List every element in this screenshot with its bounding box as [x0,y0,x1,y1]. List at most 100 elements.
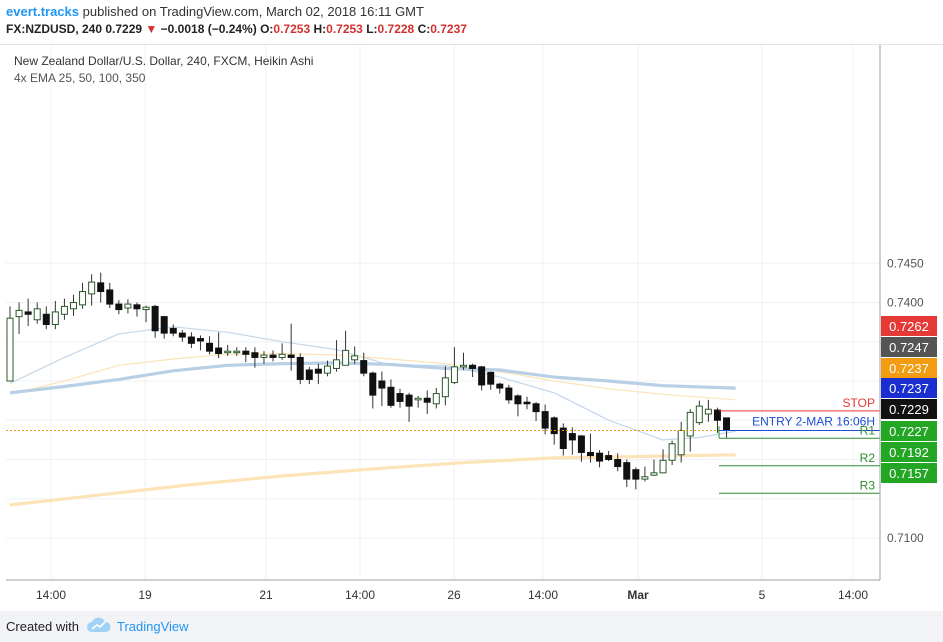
candle [541,404,549,435]
price-line-label-stop: STOP [843,396,875,410]
candle [206,336,214,355]
candle-body [405,394,413,407]
open-value: 0.7253 [273,22,311,36]
candle-body [614,459,622,468]
low-label: L: [366,22,378,36]
candle-body [196,338,204,342]
time-tick-label: 14:00 [345,588,375,602]
candle [623,459,631,487]
candle-body [586,451,594,457]
candle-body [704,408,712,415]
candle-body [441,377,449,398]
candle [178,329,186,342]
candle [124,299,132,314]
candle-body [233,350,241,354]
candle-body [79,291,87,306]
candle-body [596,452,604,462]
candle [713,407,721,433]
time-tick-label: 21 [259,588,273,602]
candle-body [269,354,277,358]
candle [659,449,667,474]
candle-body [550,417,558,435]
candle [614,453,622,472]
candle-body [51,311,59,325]
candle [6,306,14,382]
candle-body [215,347,223,355]
chart-header: evert.tracks published on TradingView.co… [0,0,943,45]
candle-body [314,368,322,374]
candle [432,388,440,409]
candle [496,382,504,394]
author-link[interactable]: evert.tracks [6,4,79,19]
candle-body [659,459,667,474]
candle [650,459,658,476]
grid [6,45,880,580]
candle [314,363,322,385]
candle [423,390,431,414]
candle-body [260,354,268,358]
price-tick-label: 0.7400 [887,296,924,310]
candle [97,272,105,303]
high-label: H: [313,22,327,36]
candle [133,302,141,317]
candle-body [169,327,177,334]
candle-body [278,353,286,358]
candle-body [6,317,14,382]
tradingview-cloud-icon [87,617,111,632]
candle [15,302,23,334]
candle-body [369,372,377,396]
candle [514,394,522,417]
time-tick-label: 26 [447,588,461,602]
r2-price-tag-bg [881,442,937,462]
price-line-label-r1: R1 [860,423,876,437]
candle [60,298,68,320]
candle-body [695,405,703,424]
candle [360,352,368,377]
time-tick-label: 19 [138,588,152,602]
candle [323,360,331,377]
entry-price-tag: 0.7237 [889,381,929,396]
price-tick-label: 0.7450 [887,256,924,270]
candle [169,324,177,337]
price-tags: 0.7262 0.7247 0.7237 0.7237 0.7229 0.7227 0.71… [881,316,937,483]
candle [224,344,232,356]
candle [187,332,195,349]
close-label: C: [417,22,431,36]
candle [532,402,540,422]
candle-body [505,387,513,401]
candle-body [124,303,132,309]
candle-body [360,360,368,374]
candle [378,371,386,407]
candle [333,340,341,372]
r3-price-tag: 0.7157 [889,466,929,481]
candle [79,282,87,309]
candle [586,433,594,463]
candle-body [632,469,640,480]
candle-body [713,409,721,421]
candle-body [115,303,123,311]
candle [260,351,268,364]
candle [142,305,150,323]
candle-body [460,364,467,368]
candle [242,347,250,363]
candle-body [677,429,685,456]
candle-body [723,417,731,431]
footer: Created with TradingView [0,611,943,642]
down-arrow-icon: ▼ [145,22,158,36]
candle-body [514,395,522,405]
candle-body [568,433,576,441]
candle-body [387,386,395,406]
candle [369,371,377,409]
candle [523,396,531,410]
tradingview-brand-link[interactable]: TradingView [117,619,189,634]
previous-price-tag: 0.7247 [889,340,929,355]
candle [351,346,359,364]
chart-title: New Zealand Dollar/U.S. Dollar, 240, FXC… [14,54,313,68]
candle [196,335,204,351]
candle-body [251,352,259,358]
price-tick-label: 0.7100 [887,531,924,545]
time-axis[interactable]: 14:00 19 21 14:00 26 14:00 Mar 5 14:00 [36,588,868,602]
